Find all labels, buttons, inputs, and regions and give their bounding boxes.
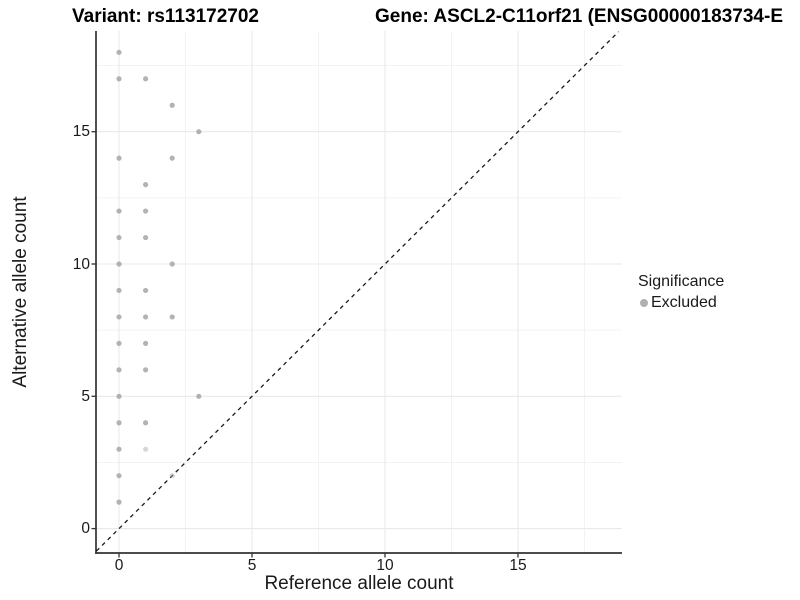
data-point <box>196 129 202 135</box>
x-tick-label: 15 <box>509 557 527 574</box>
data-point <box>116 314 122 320</box>
data-point <box>116 234 122 241</box>
data-point <box>116 367 122 373</box>
data-point <box>169 261 175 267</box>
data-point <box>143 446 149 452</box>
x-tick-label: 10 <box>376 557 394 574</box>
data-point <box>143 367 149 373</box>
legend-title: Significance <box>638 273 725 290</box>
data-point <box>116 340 122 346</box>
x-axis-title: Reference allele count <box>264 573 454 594</box>
legend-item-label: Excluded <box>651 294 717 311</box>
data-point <box>116 499 122 505</box>
legend-point-icon <box>640 298 648 307</box>
data-point <box>116 420 122 426</box>
y-tick-label: 0 <box>81 520 90 538</box>
x-tick-label: 0 <box>114 557 124 574</box>
data-point <box>143 314 149 320</box>
data-point <box>116 76 122 82</box>
x-tick-label: 5 <box>247 557 257 574</box>
data-point <box>116 473 122 479</box>
y-tick-label: 15 <box>72 123 90 141</box>
data-point <box>143 287 149 294</box>
y-tick-label: 10 <box>72 255 90 273</box>
y-axis-title: Alternative allele count <box>10 196 31 388</box>
data-point <box>169 155 175 161</box>
data-point <box>143 234 149 241</box>
data-point <box>169 314 175 320</box>
gene-title: Gene: ASCL2-C11orf21 (ENSG00000183734-E <box>375 6 783 27</box>
data-point <box>116 446 122 452</box>
data-point <box>169 473 175 479</box>
data-point <box>143 76 149 82</box>
variant-title: Variant: rs113172702 <box>72 6 259 27</box>
legend-item-excluded: Excluded <box>640 294 724 311</box>
data-point <box>143 420 149 426</box>
data-point <box>116 261 122 267</box>
data-point <box>143 208 149 214</box>
data-point <box>196 393 202 399</box>
data-point <box>116 287 122 294</box>
identity-line <box>95 31 620 552</box>
data-point <box>116 49 122 55</box>
y-tick-label: 5 <box>81 387 90 405</box>
data-point <box>116 155 122 161</box>
data-point <box>143 182 149 188</box>
legend: Significance Excluded <box>638 272 724 311</box>
data-point <box>169 102 175 108</box>
data-point <box>116 393 122 399</box>
data-point <box>116 208 122 214</box>
data-point <box>143 340 149 346</box>
